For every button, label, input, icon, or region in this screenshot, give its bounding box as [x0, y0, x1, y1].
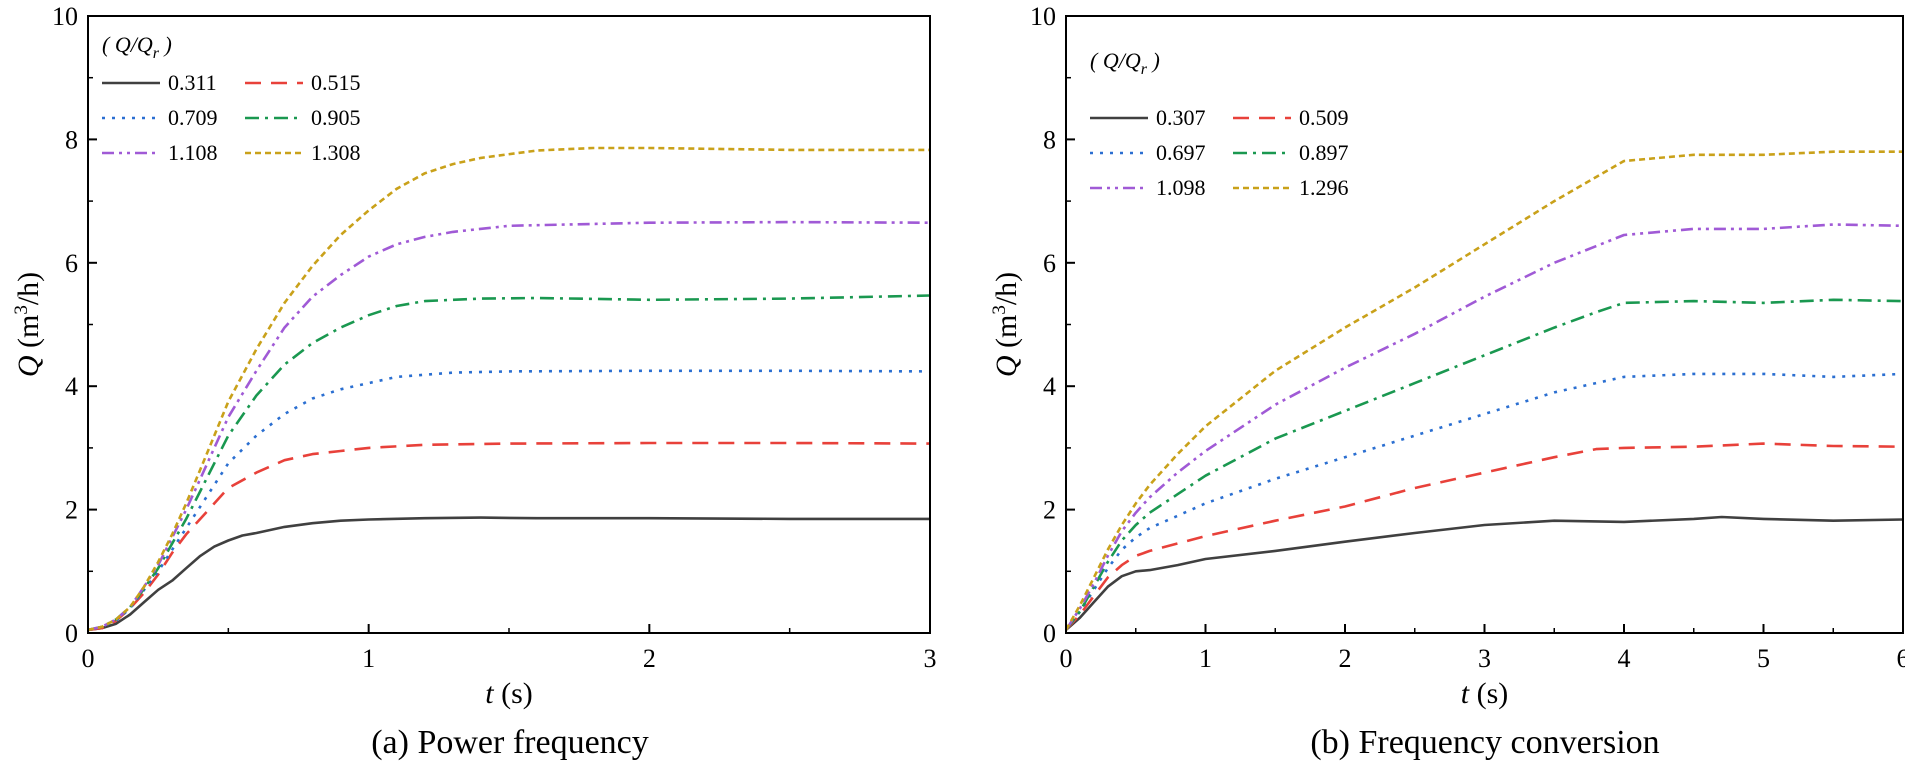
legend-label-0.515: 0.515 — [311, 70, 361, 95]
y-axis-var: Q — [12, 355, 45, 377]
y-tick-label: 10 — [1030, 2, 1056, 31]
legend-label-0.697: 0.697 — [1156, 140, 1206, 165]
legend-label-0.709: 0.709 — [168, 105, 218, 130]
y-axis-sup: 3 — [11, 305, 32, 315]
x-tick-label: 3 — [1478, 644, 1491, 673]
x-axis-label: t (s) — [1461, 677, 1509, 710]
y-tick-label: 8 — [1043, 125, 1056, 154]
legend-label-0.905: 0.905 — [311, 105, 361, 130]
y-axis-var: Q — [990, 355, 1023, 377]
series-line-1.108 — [87, 220, 931, 632]
series-line-0.515 — [87, 441, 931, 632]
y-tick-label: 6 — [1043, 249, 1056, 278]
y-tick-label: 2 — [1043, 496, 1056, 525]
x-axis-unit: (s) — [1469, 677, 1508, 710]
x-tick-label: 0 — [1060, 644, 1073, 673]
legend-label-1.296: 1.296 — [1299, 175, 1349, 200]
y-axis-unit: (m — [990, 315, 1023, 356]
y-tick-label: 8 — [65, 125, 78, 154]
legend-label-1.098: 1.098 — [1156, 175, 1206, 200]
x-tick-label: 2 — [1339, 644, 1352, 673]
legend-label-1.108: 1.108 — [168, 140, 218, 165]
legend-title-open: ( Q/Q — [102, 32, 153, 57]
series-line-0.709 — [87, 369, 931, 632]
series-line-0.509 — [1065, 442, 1904, 631]
legend-title-open: ( Q/Q — [1090, 48, 1141, 73]
y-tick-label: 0 — [65, 619, 78, 648]
x-tick-label: 6 — [1897, 644, 1905, 673]
series-line-0.697 — [1064, 372, 1904, 631]
y-tick-label: 0 — [1043, 619, 1056, 648]
legend-label-1.308: 1.308 — [311, 140, 361, 165]
legend-title: ( Q/Qr ) — [1090, 48, 1160, 78]
y-tick-label: 4 — [65, 372, 78, 401]
y-axis-end: /h) — [12, 272, 45, 305]
legend-title-close: ) — [1147, 48, 1160, 73]
legend-title: ( Q/Qr ) — [102, 32, 172, 62]
legend-label-0.897: 0.897 — [1299, 140, 1349, 165]
y-tick-label: 6 — [65, 249, 78, 278]
x-axis-unit: (s) — [494, 677, 533, 710]
x-tick-label: 4 — [1618, 644, 1631, 673]
y-axis-label: Q (m3/h) — [11, 272, 45, 377]
series-line-1.098 — [1064, 223, 1904, 631]
x-tick-label: 1 — [1199, 644, 1212, 673]
x-tick-label: 5 — [1757, 644, 1770, 673]
x-axis-var: t — [1461, 677, 1470, 710]
x-tick-label: 0 — [82, 644, 95, 673]
x-axis-label: t (s) — [485, 677, 533, 710]
y-axis-label: Q (m3/h) — [989, 272, 1023, 377]
series-line-0.905 — [87, 294, 931, 632]
legend-label-0.311: 0.311 — [168, 70, 217, 95]
x-axis-var: t — [485, 677, 494, 710]
x-tick-label: 1 — [362, 644, 375, 673]
x-tick-label: 3 — [924, 644, 937, 673]
y-axis-sup: 3 — [989, 305, 1010, 315]
y-tick-label: 2 — [65, 496, 78, 525]
y-axis-unit: (m — [12, 315, 45, 356]
series-line-0.897 — [1064, 298, 1904, 631]
legend-title-sub: r — [1141, 61, 1148, 78]
x-tick-label: 2 — [643, 644, 656, 673]
series-line-1.296 — [1064, 150, 1903, 631]
panel-caption: (a) Power frequency — [371, 724, 649, 761]
y-tick-label: 10 — [52, 2, 78, 31]
panel-caption: (b) Frequency conversion — [1310, 724, 1659, 761]
y-tick-label: 4 — [1043, 372, 1056, 401]
legend-label-0.307: 0.307 — [1156, 105, 1206, 130]
series-line-0.307 — [1065, 515, 1904, 631]
legend-label-0.509: 0.509 — [1299, 105, 1349, 130]
legend-title-sub: r — [153, 45, 160, 62]
y-axis-end: /h) — [990, 272, 1023, 305]
series-line-0.311 — [87, 516, 930, 632]
legend-title-close: ) — [159, 32, 172, 57]
series-line-1.308 — [87, 146, 930, 632]
